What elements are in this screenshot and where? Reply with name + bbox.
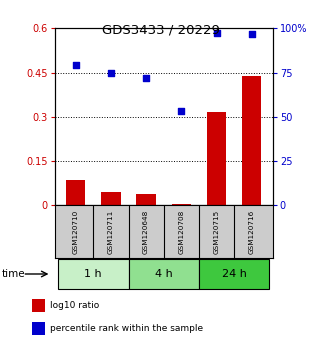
- Text: GSM120648: GSM120648: [143, 210, 149, 254]
- Text: time: time: [2, 269, 25, 279]
- Text: GSM120708: GSM120708: [178, 210, 184, 254]
- Bar: [172, 204, 191, 205]
- Text: 24 h: 24 h: [222, 269, 247, 279]
- Text: GSM120710: GSM120710: [73, 210, 79, 254]
- Point: [179, 108, 184, 113]
- Text: 1 h: 1 h: [84, 269, 102, 279]
- Text: percentile rank within the sample: percentile rank within the sample: [50, 324, 203, 333]
- Bar: [242, 75, 261, 205]
- Point: [249, 31, 254, 36]
- Text: GSM120711: GSM120711: [108, 210, 114, 254]
- Text: GDS3433 / 20229: GDS3433 / 20229: [101, 23, 220, 36]
- Bar: [199, 259, 269, 289]
- Text: log10 ratio: log10 ratio: [50, 301, 99, 310]
- Bar: [207, 113, 226, 205]
- Text: 4 h: 4 h: [155, 269, 173, 279]
- Bar: [66, 180, 85, 205]
- Bar: [136, 194, 156, 205]
- Bar: [101, 192, 121, 205]
- Bar: [58, 259, 128, 289]
- Point: [108, 71, 113, 76]
- Text: GSM120716: GSM120716: [249, 210, 255, 254]
- Point: [214, 30, 219, 36]
- Bar: [128, 259, 199, 289]
- Text: GSM120715: GSM120715: [213, 210, 220, 254]
- Point: [73, 63, 78, 68]
- Point: [143, 75, 149, 81]
